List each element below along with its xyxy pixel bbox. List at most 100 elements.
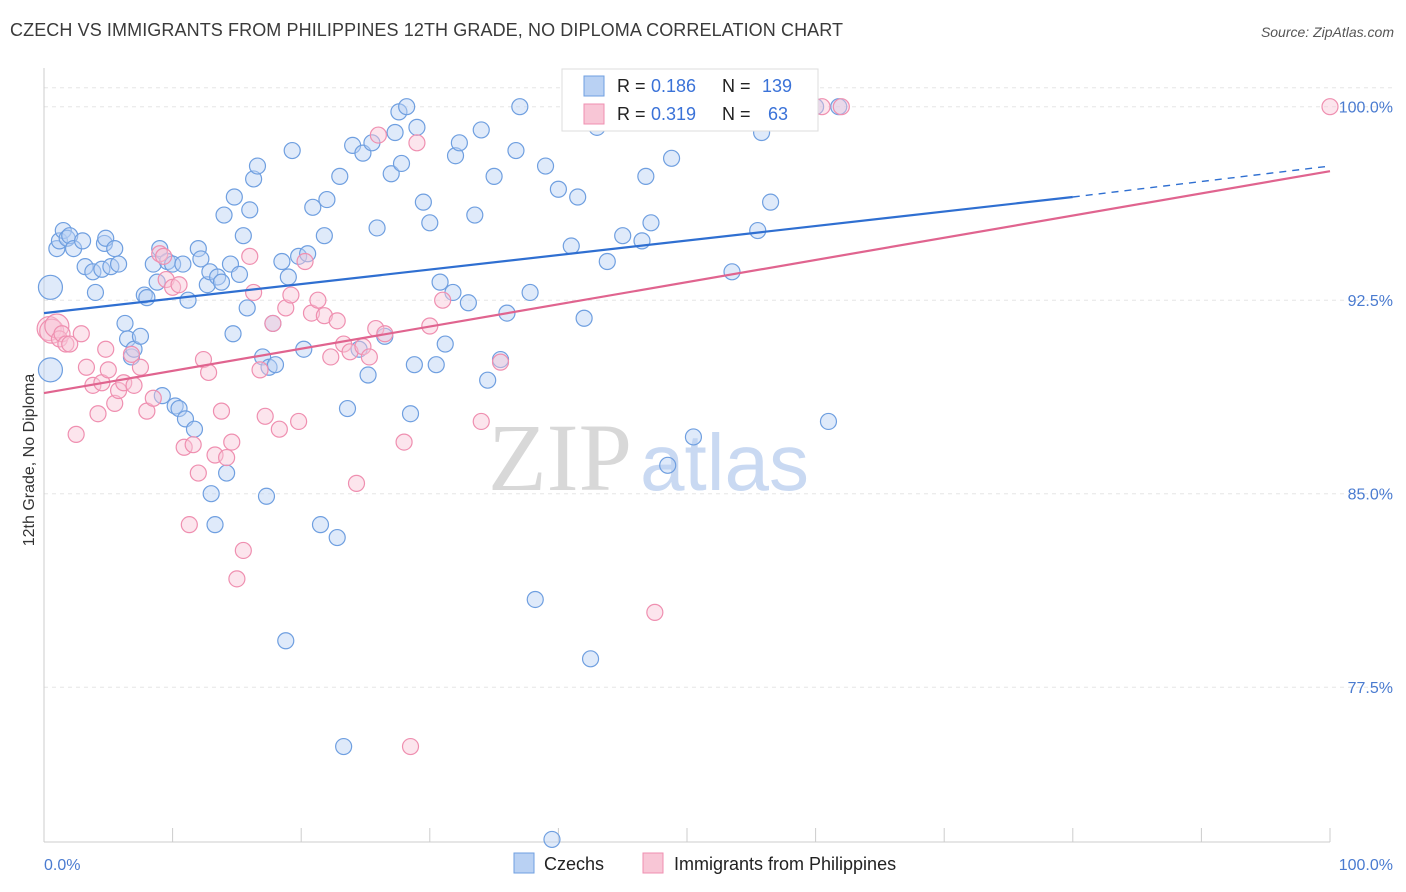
philippines-point: [223, 433, 241, 451]
czech-point: [257, 487, 276, 505]
philippines-point: [77, 358, 96, 376]
philippines-point: [434, 291, 452, 309]
czechs-legend-swatch: [513, 852, 535, 874]
philippines-point: [347, 474, 366, 492]
czech-point: [304, 198, 322, 216]
czech-point: [450, 134, 468, 152]
philippines-point: [408, 134, 426, 152]
philippines-point: [251, 361, 269, 379]
czech-point: [266, 356, 285, 374]
czech-point: [311, 516, 330, 534]
czech-point: [218, 464, 236, 482]
philippines-point: [212, 402, 231, 420]
philippines-point: [277, 299, 295, 317]
czech-point: [408, 118, 426, 136]
czech-point: [151, 240, 169, 258]
czech-point: [819, 412, 838, 431]
czech-n-value: 139: [762, 76, 792, 96]
czech-point: [466, 206, 484, 224]
philippines-point: [328, 312, 346, 330]
czech-point: [215, 206, 233, 224]
czech-point: [279, 268, 297, 286]
czech-point: [245, 170, 263, 188]
czech-point: [73, 232, 92, 250]
stats-legend: R = 0.186 N = 139 R = 0.319 N = 63: [561, 68, 819, 132]
czech-point: [37, 357, 64, 383]
philippines-point: [491, 353, 510, 371]
czech-point: [459, 294, 477, 312]
philippines-point: [99, 361, 117, 379]
czech-point: [273, 252, 291, 271]
philippines-point: [57, 335, 75, 353]
czech-point: [446, 147, 465, 165]
czech-point: [436, 335, 454, 353]
czech-point: [642, 214, 660, 232]
philippines-point: [72, 325, 90, 343]
philippines-point: [832, 98, 850, 116]
czech-point: [225, 188, 243, 206]
philippines-legend-swatch: [583, 103, 605, 125]
watermark: ZIP atlas: [488, 404, 809, 511]
czech-point: [230, 265, 249, 283]
philippines-point: [256, 407, 274, 425]
czech-point: [392, 154, 411, 173]
series-legend: Czechs Immigrants from Philippines: [513, 852, 896, 874]
czech-point: [581, 650, 600, 668]
philippines-point: [228, 570, 246, 588]
czech-point: [431, 273, 449, 291]
czech-point: [315, 227, 333, 245]
czech-point: [723, 263, 741, 281]
y-tick-label: 92.5%: [1348, 293, 1393, 310]
philippines-r-value: 0.319: [651, 104, 696, 124]
czech-point: [521, 283, 539, 302]
czech-point: [421, 214, 439, 232]
philippines-point: [125, 376, 143, 394]
watermark-zip: ZIP: [488, 404, 632, 511]
czech-point: [179, 291, 197, 309]
czech-point: [224, 325, 242, 343]
philippines-trendline: [43, 170, 1331, 395]
philippines-point: [184, 436, 202, 454]
czech-point: [234, 227, 252, 245]
philippines-point: [282, 286, 300, 304]
philippines-point: [401, 737, 420, 756]
philippines-point: [241, 247, 259, 265]
trendlines: [43, 165, 1331, 395]
philippines-n-value: 63: [768, 104, 788, 124]
czech-point: [549, 180, 568, 198]
philippines-points: [36, 98, 1339, 756]
philippines-n-label: N =: [722, 104, 751, 124]
axes: [43, 68, 1331, 843]
czech-point: [192, 250, 210, 268]
y-tick-label: 85.0%: [1348, 487, 1393, 504]
czech-point: [386, 123, 404, 142]
czech-point: [427, 356, 445, 374]
czech-point: [106, 240, 124, 258]
philippines-legend-swatch-bottom: [642, 852, 664, 874]
philippines-point: [360, 348, 378, 366]
y-tick-label: 100.0%: [1339, 100, 1393, 117]
czech-point: [328, 528, 346, 547]
czech-point: [614, 227, 632, 245]
czech-point: [526, 590, 544, 609]
czech-point: [749, 221, 767, 240]
czech-point: [212, 273, 231, 291]
philippines-point: [154, 247, 173, 265]
philippines-point: [315, 307, 333, 325]
philippines-point: [472, 412, 490, 431]
czech-point: [637, 167, 655, 185]
philippines-point: [1321, 98, 1339, 116]
philippines-point: [234, 541, 252, 560]
czech-point: [368, 219, 386, 237]
philippines-point: [270, 420, 288, 438]
czech-legend-swatch: [583, 75, 605, 97]
czech-point: [543, 830, 561, 849]
czech-point: [536, 157, 555, 175]
czech-point: [206, 516, 224, 534]
czech-point: [598, 252, 616, 271]
czech-point: [684, 428, 703, 446]
czech-point: [248, 157, 267, 175]
czech-point: [575, 309, 593, 327]
czech-point: [662, 149, 681, 167]
czech-point: [131, 327, 150, 345]
